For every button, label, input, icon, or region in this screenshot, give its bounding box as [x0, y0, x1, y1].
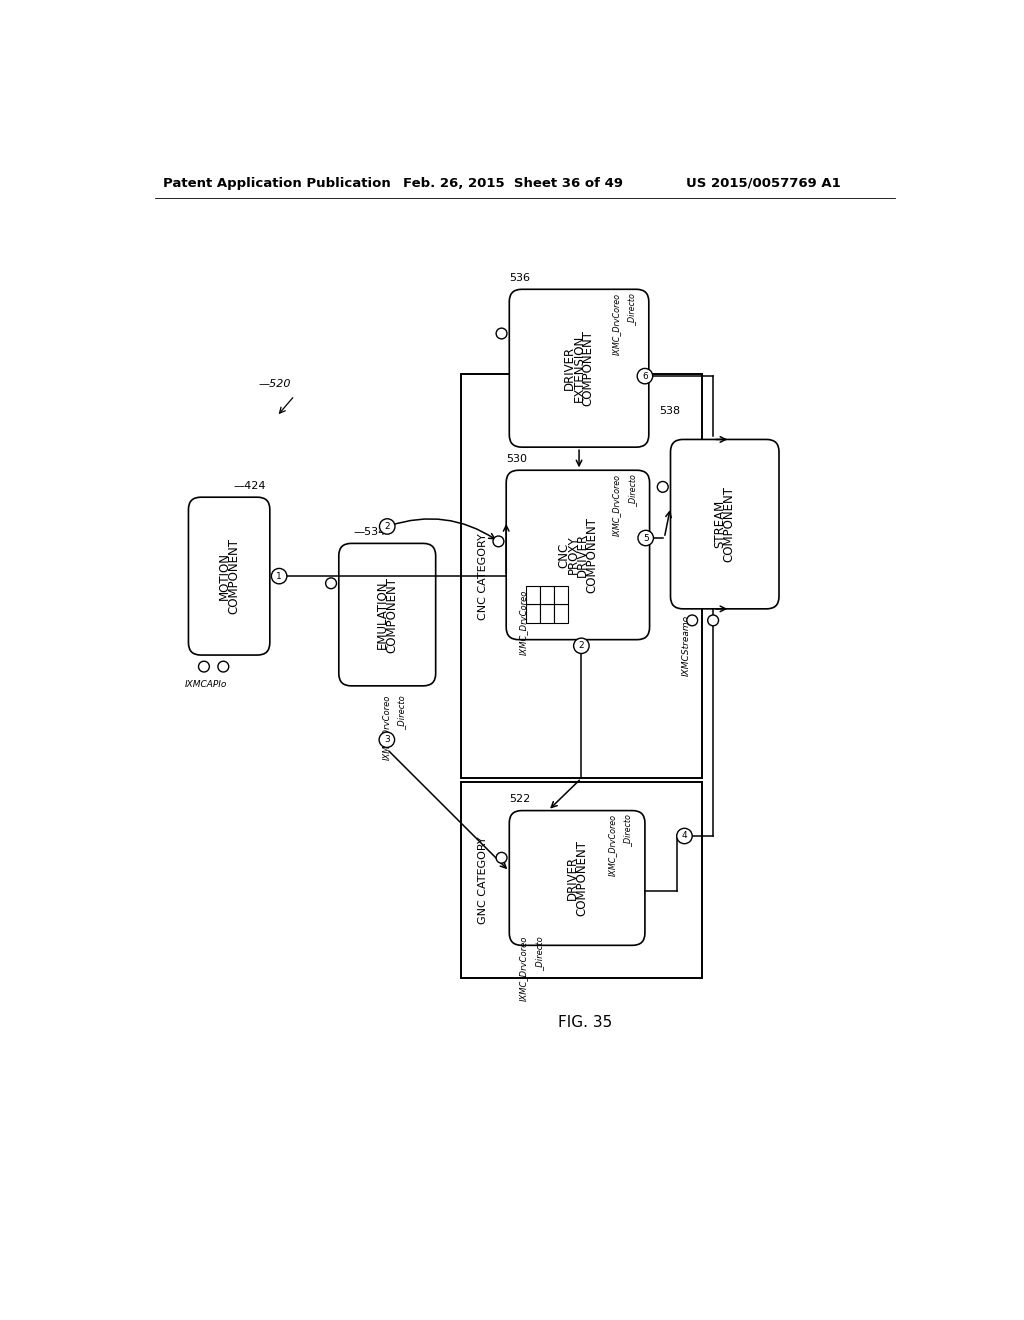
Text: _Directo: _Directo [628, 474, 637, 507]
Text: IXMC_DrvCoreo: IXMC_DrvCoreo [611, 293, 621, 355]
Text: CNC CATEGORY: CNC CATEGORY [478, 533, 488, 619]
Text: IXMCStreamo: IXMCStreamo [682, 615, 691, 676]
Bar [554, 605, 568, 623]
Text: —424: —424 [233, 480, 265, 491]
Text: 5: 5 [643, 533, 648, 543]
Circle shape [657, 482, 669, 492]
Circle shape [496, 853, 507, 863]
Text: 522: 522 [509, 795, 530, 804]
Circle shape [637, 368, 652, 384]
Text: —520: —520 [258, 379, 291, 389]
Circle shape [380, 519, 395, 535]
FancyBboxPatch shape [671, 440, 779, 609]
Bar [525, 586, 540, 605]
Text: IXMC_DrvCoreo: IXMC_DrvCoreo [519, 936, 528, 1002]
Bar [461, 781, 701, 978]
Text: _Directo: _Directo [397, 696, 406, 730]
Text: —534: —534 [353, 527, 386, 537]
Circle shape [218, 661, 228, 672]
Text: EXTENSION: EXTENSION [572, 334, 586, 401]
Text: COMPONENT: COMPONENT [575, 840, 588, 916]
Circle shape [687, 615, 697, 626]
Text: 530: 530 [506, 454, 527, 465]
Text: IXMC_DrvCoreo: IXMC_DrvCoreo [612, 474, 622, 536]
Bar [554, 586, 568, 605]
Text: 2: 2 [579, 642, 584, 651]
Text: MOTION: MOTION [218, 552, 231, 601]
Text: _Directo: _Directo [535, 590, 544, 624]
FancyBboxPatch shape [188, 498, 270, 655]
Text: 536: 536 [509, 273, 530, 284]
Text: COMPONENT: COMPONENT [385, 577, 398, 652]
Circle shape [573, 638, 589, 653]
Text: _Directo: _Directo [535, 936, 544, 970]
Text: COMPONENT: COMPONENT [723, 486, 736, 562]
FancyBboxPatch shape [339, 544, 435, 686]
Text: PROXY: PROXY [566, 536, 580, 574]
Text: IXMCAPIo: IXMCAPIo [184, 680, 227, 689]
Text: EMULATION: EMULATION [376, 581, 389, 649]
Circle shape [326, 578, 337, 589]
Text: DRIVER: DRIVER [575, 533, 589, 577]
Text: US 2015/0057769 A1: US 2015/0057769 A1 [686, 177, 841, 190]
Text: STREAM: STREAM [714, 500, 727, 548]
FancyBboxPatch shape [506, 470, 649, 640]
FancyBboxPatch shape [509, 810, 645, 945]
Text: COMPONENT: COMPONENT [582, 330, 595, 407]
Text: IXMC_DrvCoreo: IXMC_DrvCoreo [519, 590, 528, 655]
Text: CNC: CNC [557, 543, 570, 568]
Circle shape [638, 531, 653, 545]
Bar [540, 605, 554, 623]
Circle shape [708, 615, 719, 626]
Circle shape [496, 329, 507, 339]
Text: 1: 1 [276, 572, 282, 581]
Circle shape [271, 569, 287, 583]
Text: 538: 538 [658, 407, 680, 416]
Text: 4: 4 [682, 832, 687, 841]
Bar [525, 605, 540, 623]
Circle shape [199, 661, 209, 672]
Text: _Directo: _Directo [624, 814, 632, 847]
Text: 6: 6 [642, 372, 648, 380]
Text: _Directo: _Directo [627, 293, 636, 326]
Text: Patent Application Publication: Patent Application Publication [163, 177, 390, 190]
Text: Feb. 26, 2015  Sheet 36 of 49: Feb. 26, 2015 Sheet 36 of 49 [403, 177, 624, 190]
Text: 2: 2 [384, 521, 390, 531]
Text: 3: 3 [384, 735, 390, 744]
FancyBboxPatch shape [509, 289, 649, 447]
Text: IXMC_DrvCoreo: IXMC_DrvCoreo [381, 696, 390, 760]
Circle shape [379, 733, 394, 747]
Circle shape [677, 829, 692, 843]
Text: COMPONENT: COMPONENT [227, 539, 241, 614]
Circle shape [493, 536, 504, 546]
Bar [540, 586, 554, 605]
Text: DRIVER: DRIVER [566, 855, 579, 900]
Text: FIG. 35: FIG. 35 [558, 1015, 612, 1030]
Text: IXMC_DrvCoreo: IXMC_DrvCoreo [607, 814, 616, 876]
Text: GNC CATEGORY: GNC CATEGORY [478, 837, 488, 924]
Bar [461, 374, 701, 779]
Text: COMPONENT: COMPONENT [586, 517, 598, 593]
Text: DRIVER: DRIVER [563, 346, 577, 391]
